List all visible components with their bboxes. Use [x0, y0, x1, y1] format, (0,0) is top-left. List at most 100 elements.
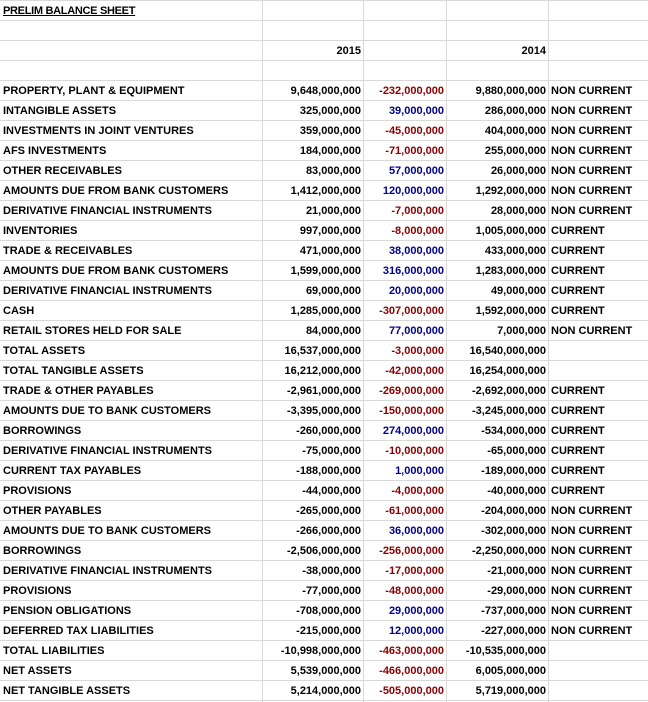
- column-line: [363, 0, 364, 702]
- column-line: [446, 0, 447, 702]
- classification: NON CURRENT: [551, 565, 633, 577]
- change-value: 36,000,000: [388, 525, 444, 537]
- classification: CURRENT: [551, 285, 605, 297]
- value-2015: -265,000,000: [296, 505, 361, 517]
- value-2014: -3,245,000,000: [471, 405, 546, 417]
- row-label: INTANGIBLE ASSETS: [3, 105, 117, 117]
- change-value: -150,000,000: [379, 405, 444, 417]
- classification: NON CURRENT: [551, 125, 633, 137]
- value-2015: -10,998,000,000: [280, 645, 361, 657]
- change-value: -7,000,000: [391, 205, 444, 217]
- classification: NON CURRENT: [551, 605, 633, 617]
- value-2014: -21,000,000: [487, 565, 546, 577]
- value-2015: -708,000,000: [296, 605, 361, 617]
- classification: NON CURRENT: [551, 525, 633, 537]
- change-value: -466,000,000: [379, 665, 444, 677]
- change-value: 38,000,000: [388, 245, 444, 257]
- value-2015: 359,000,000: [299, 125, 361, 137]
- value-2015: -3,395,000,000: [286, 405, 361, 417]
- classification: NON CURRENT: [551, 545, 633, 557]
- value-2014: 9,880,000,000: [475, 85, 546, 97]
- row-label: PROVISIONS: [3, 585, 72, 597]
- value-2014: -2,250,000,000: [471, 545, 546, 557]
- change-value: -17,000,000: [385, 565, 444, 577]
- value-2014: 404,000,000: [484, 125, 546, 137]
- change-value: 274,000,000: [382, 425, 444, 437]
- row-label: PENSION OBLIGATIONS: [3, 605, 132, 617]
- row-label: PROVISIONS: [3, 485, 72, 497]
- row-label: TRADE & OTHER PAYABLES: [3, 385, 154, 397]
- value-2014: 28,000,000: [490, 205, 546, 217]
- value-2015: 1,285,000,000: [290, 305, 361, 317]
- row-label: TOTAL TANGIBLE ASSETS: [3, 365, 144, 377]
- row-label: AMOUNTS DUE FROM BANK CUSTOMERS: [3, 185, 229, 197]
- value-2014: -227,000,000: [481, 625, 546, 637]
- row-label: AMOUNTS DUE TO BANK CUSTOMERS: [3, 405, 211, 417]
- value-2014: 433,000,000: [484, 245, 546, 257]
- change-value: 1,000,000: [395, 465, 444, 477]
- change-value: -45,000,000: [385, 125, 444, 137]
- value-2015: 184,000,000: [299, 145, 361, 157]
- change-value: 316,000,000: [382, 265, 444, 277]
- value-2015: -215,000,000: [296, 625, 361, 637]
- value-2014: -65,000,000: [487, 445, 546, 457]
- value-2015: -38,000,000: [302, 565, 361, 577]
- row-label: AMOUNTS DUE FROM BANK CUSTOMERS: [3, 265, 229, 277]
- change-value: -269,000,000: [379, 385, 444, 397]
- change-value: 57,000,000: [388, 165, 444, 177]
- value-2015: -260,000,000: [296, 425, 361, 437]
- row-label: INVENTORIES: [3, 225, 78, 237]
- row-label: TOTAL LIABILITIES: [3, 645, 105, 657]
- classification: NON CURRENT: [551, 165, 633, 177]
- row-label: DERIVATIVE FINANCIAL INSTRUMENTS: [3, 445, 213, 457]
- classification: NON CURRENT: [551, 585, 633, 597]
- value-2014: -29,000,000: [487, 585, 546, 597]
- change-value: 120,000,000: [382, 185, 444, 197]
- value-2015: -44,000,000: [302, 485, 361, 497]
- value-2015: -2,961,000,000: [286, 385, 361, 397]
- value-2014: 26,000,000: [490, 165, 546, 177]
- row-label: AMOUNTS DUE TO BANK CUSTOMERS: [3, 525, 211, 537]
- classification: NON CURRENT: [551, 325, 633, 337]
- classification: NON CURRENT: [551, 85, 633, 97]
- row-label: DERIVATIVE FINANCIAL INSTRUMENTS: [3, 285, 213, 297]
- value-2015: 21,000,000: [305, 205, 361, 217]
- row-label: BORROWINGS: [3, 545, 82, 557]
- row-label: TRADE & RECEIVABLES: [3, 245, 133, 257]
- classification: CURRENT: [551, 485, 605, 497]
- change-value: -42,000,000: [385, 365, 444, 377]
- value-2015: 16,537,000,000: [284, 345, 361, 357]
- classification: CURRENT: [551, 385, 605, 397]
- value-2015: 84,000,000: [305, 325, 361, 337]
- value-2014: 49,000,000: [490, 285, 546, 297]
- value-2015: 471,000,000: [299, 245, 361, 257]
- change-value: -4,000,000: [391, 485, 444, 497]
- column-line: [262, 0, 263, 702]
- change-value: -48,000,000: [385, 585, 444, 597]
- change-value: -61,000,000: [385, 505, 444, 517]
- change-value: -232,000,000: [379, 85, 444, 97]
- value-2014: 1,005,000,000: [475, 225, 546, 237]
- value-2015: -188,000,000: [296, 465, 361, 477]
- classification: NON CURRENT: [551, 185, 633, 197]
- value-2014: 6,005,000,000: [475, 665, 546, 677]
- classification: CURRENT: [551, 445, 605, 457]
- value-2014: -302,000,000: [481, 525, 546, 537]
- value-2014: 7,000,000: [497, 325, 546, 337]
- value-2014: 286,000,000: [484, 105, 546, 117]
- row-label: RETAIL STORES HELD FOR SALE: [3, 325, 182, 337]
- row-label: NET ASSETS: [3, 665, 72, 677]
- value-2015: 9,648,000,000: [290, 85, 361, 97]
- row-label: INVESTMENTS IN JOINT VENTURES: [3, 125, 194, 137]
- value-2015: -2,506,000,000: [286, 545, 361, 557]
- value-2015: 83,000,000: [305, 165, 361, 177]
- classification: NON CURRENT: [551, 625, 633, 637]
- row-label: CASH: [3, 305, 35, 317]
- value-2014: -40,000,000: [487, 485, 546, 497]
- value-2015: -77,000,000: [302, 585, 361, 597]
- row-label: PROPERTY, PLANT & EQUIPMENT: [3, 85, 185, 97]
- value-2015: 325,000,000: [299, 105, 361, 117]
- classification: CURRENT: [551, 305, 605, 317]
- row-label: BORROWINGS: [3, 425, 82, 437]
- change-value: -71,000,000: [385, 145, 444, 157]
